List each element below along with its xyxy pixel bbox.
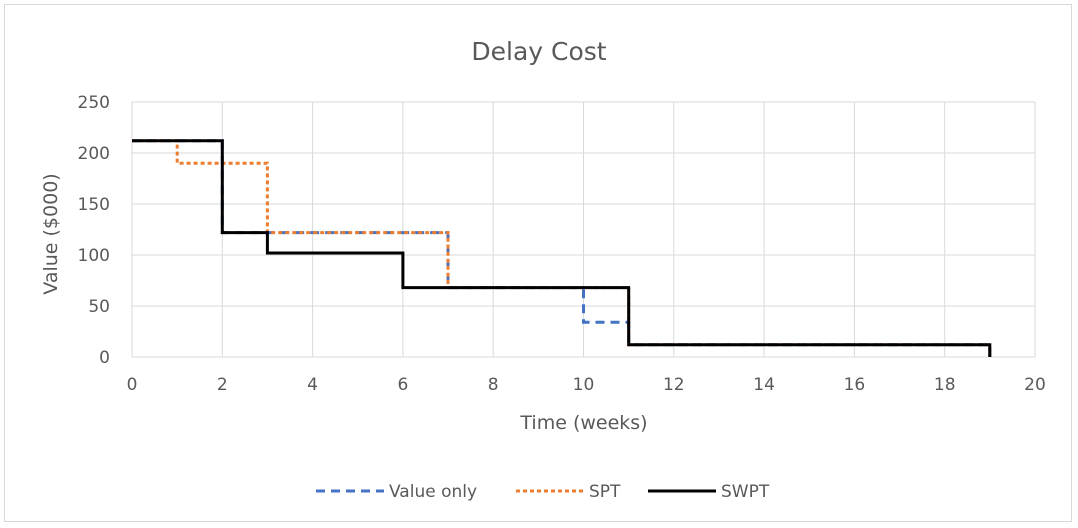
legend-label: SWPT — [721, 482, 770, 502]
y-axis-ticks: 0 50 100 150 200 250 — [78, 93, 110, 368]
y-tick-label: 0 — [99, 348, 110, 368]
legend-label: SPT — [589, 482, 621, 502]
y-axis-label: Value ($000) — [40, 173, 62, 294]
y-tick-label: 200 — [78, 144, 110, 164]
y-tick-label: 50 — [88, 297, 110, 317]
series-line-value-only — [132, 139, 992, 357]
y-tick-label: 100 — [78, 246, 110, 266]
x-tick-label: 16 — [844, 375, 866, 395]
series-line-spt — [132, 139, 992, 357]
x-tick-label: 12 — [663, 375, 685, 395]
legend: Value only SPT SWPT — [316, 482, 770, 502]
x-tick-label: 8 — [488, 375, 499, 395]
x-tick-label: 18 — [934, 375, 956, 395]
x-tick-label: 6 — [397, 375, 408, 395]
delay-cost-chart: Delay Cost 0 50 100 150 200 250 0 2 4 6 8 10 12 14 16… — [40, 37, 1046, 502]
x-tick-label: 10 — [573, 375, 595, 395]
x-tick-label: 0 — [127, 375, 138, 395]
x-axis-ticks: 0 2 4 6 8 10 12 14 16 18 20 — [127, 375, 1046, 395]
x-tick-label: 14 — [753, 375, 775, 395]
x-tick-label: 4 — [307, 375, 318, 395]
chart-area: Delay Cost 0 50 100 150 200 250 0 2 4 6 8 10 12 14 16… — [4, 4, 1072, 522]
y-tick-label: 150 — [78, 195, 110, 215]
x-axis-label: Time (weeks) — [519, 412, 647, 434]
y-tick-label: 250 — [78, 93, 110, 113]
chart-title: Delay Cost — [471, 37, 606, 66]
legend-label: Value only — [389, 482, 477, 502]
x-tick-label: 2 — [217, 375, 228, 395]
x-tick-label: 20 — [1024, 375, 1046, 395]
gridlines — [131, 101, 1036, 358]
series-lines — [132, 139, 992, 357]
series-line-swpt — [132, 139, 992, 357]
